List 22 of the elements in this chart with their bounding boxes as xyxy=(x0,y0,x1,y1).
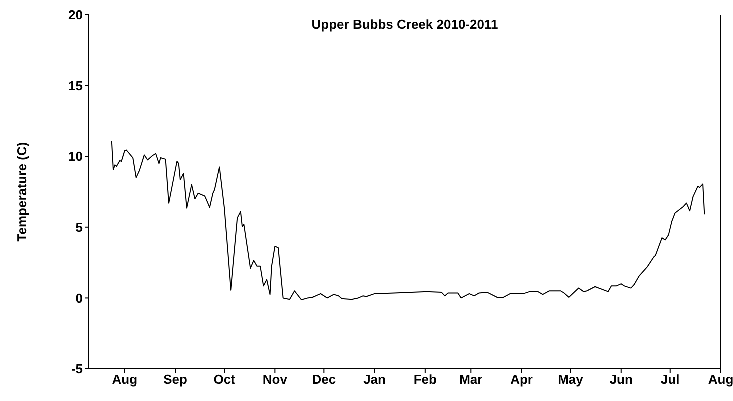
x-tick-label: Apr xyxy=(510,372,533,388)
x-tick-label: Dec xyxy=(312,372,336,388)
x-tick-label: Jun xyxy=(610,372,633,388)
y-tick-label: 0 xyxy=(76,290,83,306)
x-tick-label: Mar xyxy=(460,372,483,388)
y-tick-label: 20 xyxy=(68,8,83,23)
y-tick-label: 5 xyxy=(76,220,83,236)
x-tick-label: Aug xyxy=(112,372,138,388)
y-tick-label: 10 xyxy=(68,149,83,164)
x-tick-label: Sep xyxy=(164,372,188,388)
y-tick-label: -5 xyxy=(71,362,83,377)
x-tick-label: Nov xyxy=(262,372,288,388)
x-tick-label: Feb xyxy=(414,372,438,388)
x-tick-label: Aug xyxy=(708,372,733,388)
y-axis-title: Temperature (C) xyxy=(14,142,30,242)
chart-title: Upper Bubbs Creek 2010-2011 xyxy=(310,17,500,32)
line-series xyxy=(111,140,706,300)
x-tick-label: May xyxy=(558,372,584,388)
x-tick-label: Jan xyxy=(364,372,386,388)
x-tick-label: Oct xyxy=(214,372,236,388)
y-tick-label: 15 xyxy=(68,78,83,94)
x-tick-label: Jul xyxy=(660,372,680,388)
